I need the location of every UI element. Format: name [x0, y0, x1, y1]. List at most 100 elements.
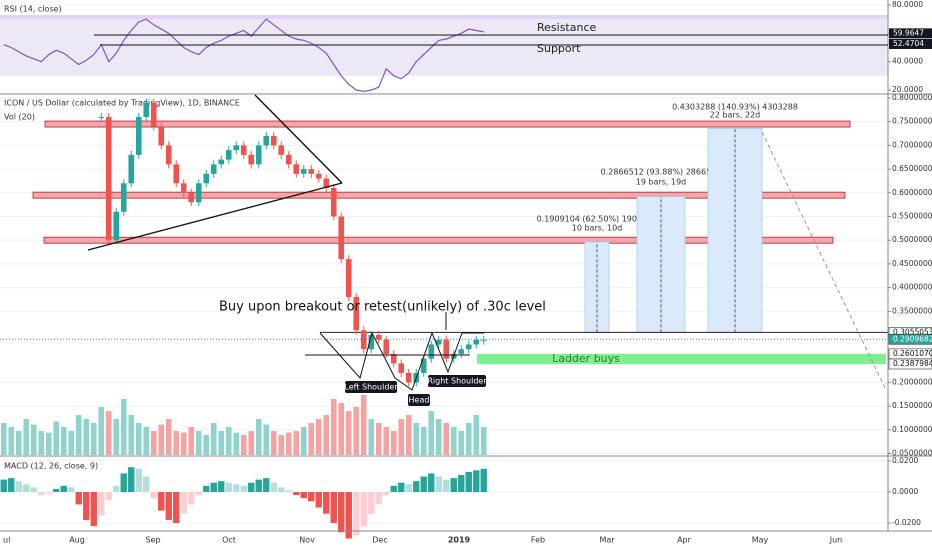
macd-bar: [45, 492, 52, 494]
drawings: [87, 34, 888, 391]
head-shoulders: [319, 331, 484, 391]
y-tick-label: 0.4000000: [892, 283, 932, 292]
macd-bar: [255, 479, 262, 493]
candle: [360, 330, 367, 350]
volume-bar: [375, 423, 382, 455]
price-tag: [888, 358, 932, 370]
candle: [383, 339, 390, 354]
macd-bar: [38, 492, 45, 496]
price-tag-label: 0.2601070: [893, 349, 932, 358]
volume-bar: [345, 411, 352, 455]
time-label: May: [752, 536, 769, 545]
pattern-label: Left Shoulder: [344, 383, 398, 392]
candle: [300, 169, 307, 174]
candle: [353, 297, 360, 331]
volume-bar: [90, 423, 97, 455]
candle: [158, 126, 165, 146]
y-tick-label: 20.0000: [892, 85, 923, 94]
candle: [338, 216, 345, 260]
time-label: Sep: [145, 536, 160, 545]
pattern-label: Head: [409, 396, 430, 405]
macd-bar: [345, 492, 352, 539]
trend-line: [87, 182, 343, 251]
volume-bar: [450, 427, 457, 455]
volume-bar: [285, 432, 292, 455]
level-tag-label: 59.9647: [893, 28, 924, 37]
candle: [480, 339, 487, 341]
macd-bar: [353, 492, 360, 536]
candle: [195, 183, 202, 203]
price-tag-label: 0.2387984: [893, 359, 932, 368]
volume-bar: [330, 399, 337, 455]
measure-bars: 19 bars, 19d: [636, 178, 687, 187]
macd-bar: [360, 492, 367, 527]
y-tick-label: 0.5500000: [892, 211, 932, 220]
volume-bar: [263, 424, 270, 455]
macd-bar: [368, 492, 375, 514]
volume-bar: [473, 415, 480, 455]
volume-bar: [135, 423, 142, 455]
macd-bar: [30, 487, 37, 493]
volume-bar: [270, 431, 277, 455]
candle: [390, 353, 397, 364]
price-tag-label: 0.2909682: [893, 334, 932, 343]
volume-bar: [113, 419, 120, 455]
macd-bar: [270, 482, 277, 493]
volume-bar: [83, 419, 90, 455]
projection-line: [761, 131, 887, 391]
macd-bar: [83, 492, 90, 520]
candle: [263, 135, 270, 146]
macd-bar: [90, 492, 97, 527]
candle: [278, 145, 285, 155]
measure-label: 0.4303288 (140.93%) 4303288: [672, 103, 798, 112]
macd-bar: [0, 479, 7, 493]
candle: [150, 102, 157, 127]
time-label: Oct: [222, 536, 236, 545]
measure-label: 0.2866512 (93.88%) 2866512: [601, 168, 722, 177]
resistance-zone: [43, 236, 834, 244]
volume-bar: [218, 431, 225, 455]
macd-bar: [300, 492, 307, 499]
volume-bar: [293, 431, 300, 455]
volume-bar: [240, 435, 247, 455]
macd-bar: [60, 485, 67, 493]
candle: [293, 164, 300, 174]
y-tick-label: 0.0500000: [892, 448, 932, 457]
macd-bar: [405, 484, 412, 493]
volume-bar: [45, 432, 52, 455]
macd-bar: [458, 474, 465, 493]
candle: [128, 154, 135, 184]
volume-bar: [143, 427, 150, 455]
y-tick-label: 0.1000000: [892, 425, 932, 434]
macd-bar: [195, 492, 202, 496]
volume-bar: [173, 431, 180, 455]
macd-bar: [390, 485, 397, 493]
macd-bar: [240, 485, 247, 493]
candle: [473, 339, 480, 345]
measure-label: 0.1909104 (62.50%) 1909104: [537, 215, 658, 224]
candle: [218, 159, 225, 165]
macd-bar: [150, 492, 157, 499]
volume-bar: [278, 435, 285, 455]
macd-bar: [435, 476, 442, 493]
macd-bar: [128, 467, 135, 493]
volume-bar: [353, 407, 360, 455]
candle: [165, 145, 172, 165]
macd-bar: [15, 481, 22, 493]
rsi-line: [3, 18, 484, 93]
volume-bar: [75, 415, 82, 455]
volume-bar: [465, 423, 472, 455]
macd-bar: [330, 492, 337, 524]
macd-bar: [135, 468, 142, 493]
level-tag: [889, 28, 932, 39]
macd-bar: [218, 481, 225, 493]
macd-bar: [450, 478, 457, 493]
candle: [315, 173, 322, 179]
y-tick-label: 0.6500000: [892, 164, 932, 173]
volume-bar: [458, 431, 465, 455]
resistance-zone: [32, 191, 846, 199]
volume-bar: [225, 427, 232, 455]
y-tick-label: 40.0000: [892, 57, 923, 66]
pane-title: Vol (20): [4, 113, 35, 122]
